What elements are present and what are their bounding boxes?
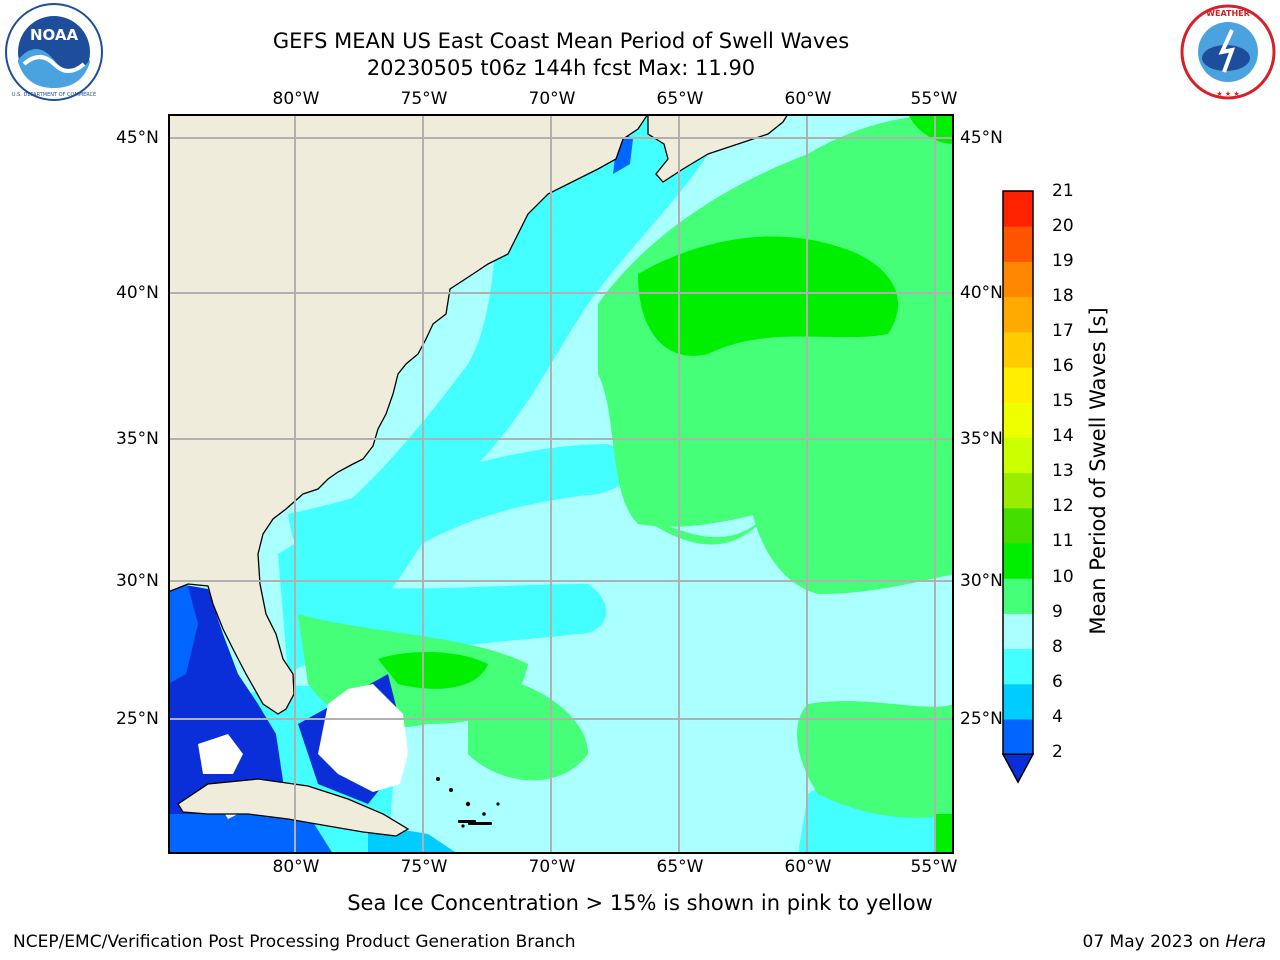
footer-machine: Hera bbox=[1225, 932, 1266, 952]
colorbar-segment bbox=[1003, 683, 1033, 720]
lon-label-top: 60°W bbox=[784, 89, 832, 109]
lat-label-left: 40°N bbox=[116, 283, 159, 303]
svg-text:NOAA: NOAA bbox=[30, 26, 79, 44]
colorbar-tick-label: 20 bbox=[1052, 216, 1074, 236]
colorbar-tick-label: 10 bbox=[1052, 567, 1074, 587]
colorbar-tick-label: 12 bbox=[1052, 496, 1074, 516]
colorbar-segment bbox=[1003, 296, 1033, 333]
lon-label-bottom: 65°W bbox=[656, 857, 704, 877]
lat-label-right: 30°N bbox=[960, 571, 1003, 591]
lat-label-left: 25°N bbox=[116, 709, 159, 729]
colorbar-tick-label: 16 bbox=[1052, 356, 1074, 376]
lon-label-bottom: 70°W bbox=[528, 857, 576, 877]
colorbar-segment bbox=[1003, 367, 1033, 403]
colorbar-segment bbox=[1003, 331, 1033, 368]
colorbar-segment bbox=[1003, 578, 1033, 614]
colorbar-tick-label: 15 bbox=[1052, 391, 1074, 411]
lon-label-bottom: 75°W bbox=[400, 857, 448, 877]
colorbar-tick-label: 13 bbox=[1052, 461, 1074, 481]
colorbar-tick-label: 19 bbox=[1052, 251, 1074, 271]
maritimes-land bbox=[647, 114, 789, 183]
colorbar-segment bbox=[1003, 543, 1033, 579]
lon-label-top: 80°W bbox=[272, 89, 320, 109]
lon-label-bottom: 80°W bbox=[272, 857, 320, 877]
svg-text:U.S. DEPARTMENT OF COMMERCE: U.S. DEPARTMENT OF COMMERCE bbox=[12, 92, 96, 98]
bright-green-swell-core bbox=[378, 114, 954, 854]
colorbar-segment bbox=[1003, 507, 1033, 544]
lon-label-top: 70°W bbox=[528, 89, 576, 109]
chart-subtitle: 20230505 t06z 144h fcst Max: 11.90 bbox=[366, 56, 756, 80]
colorbar-segment bbox=[1003, 226, 1033, 262]
footer-date-text: 07 May 2023 on bbox=[1082, 932, 1226, 952]
lon-label-top: 75°W bbox=[400, 89, 448, 109]
lat-label-right: 40°N bbox=[960, 283, 1003, 303]
colorbar-segment bbox=[1003, 472, 1033, 509]
colorbar bbox=[1000, 188, 1036, 784]
sea-ice-note: Sea Ice Concentration > 15% is shown in … bbox=[347, 891, 933, 915]
colorbar-tick-label: 21 bbox=[1052, 181, 1074, 201]
lat-label-right: 35°N bbox=[960, 429, 1003, 449]
colorbar-segment bbox=[1003, 191, 1033, 227]
lat-label-left: 35°N bbox=[116, 429, 159, 449]
colorbar-segment bbox=[1003, 402, 1033, 438]
cuba-land bbox=[177, 778, 410, 837]
colorbar-tick-label: 9 bbox=[1052, 602, 1063, 622]
lat-label-left: 45°N bbox=[116, 128, 159, 148]
chart-title: GEFS MEAN US East Coast Mean Period of S… bbox=[272, 29, 850, 53]
lat-label-right: 45°N bbox=[960, 128, 1003, 148]
colorbar-tick-label: 11 bbox=[1052, 531, 1074, 551]
colorbar-frame bbox=[1002, 190, 1034, 755]
graticule bbox=[168, 114, 954, 854]
colorbar-segment bbox=[1003, 261, 1033, 298]
colorbar-tick-label: 2 bbox=[1052, 742, 1063, 762]
svg-text:WEATHER: WEATHER bbox=[1206, 9, 1250, 18]
north-america-land bbox=[168, 114, 649, 715]
colorbar-tick-label: 17 bbox=[1052, 321, 1074, 341]
colorbar-label: Mean Period of Swell Waves [s] bbox=[1086, 307, 1110, 635]
colorbar-segment bbox=[1003, 613, 1033, 650]
lat-label-right: 25°N bbox=[960, 709, 1003, 729]
lon-label-bottom: 55°W bbox=[910, 857, 958, 877]
colorbar-tick-label: 4 bbox=[1052, 707, 1063, 727]
colorbar-tick-label: 18 bbox=[1052, 286, 1074, 306]
noaa-logo: NOAA U.S. DEPARTMENT OF COMMERCE bbox=[2, 2, 106, 102]
colorbar-extend-arrow bbox=[1001, 753, 1035, 784]
lat-label-left: 30°N bbox=[116, 571, 159, 591]
colorbar-segment bbox=[1003, 437, 1033, 474]
lon-label-top: 55°W bbox=[910, 89, 958, 109]
lon-label-top: 65°W bbox=[656, 89, 704, 109]
colorbar-tick-label: 14 bbox=[1052, 426, 1074, 446]
colorbar-segment bbox=[1003, 719, 1033, 755]
colorbar-tick-label: 8 bbox=[1052, 637, 1063, 657]
footer-date: 07 May 2023 on Hera bbox=[1083, 932, 1267, 952]
swell-period-map bbox=[168, 114, 954, 854]
svg-text:★ ★ ★: ★ ★ ★ bbox=[1216, 90, 1239, 98]
colorbar-tick-label: 6 bbox=[1052, 672, 1063, 692]
colorbar-segment bbox=[1003, 648, 1033, 685]
footer-credit: NCEP/EMC/Verification Post Processing Pr… bbox=[13, 932, 576, 952]
lon-label-bottom: 60°W bbox=[784, 857, 832, 877]
nws-logo: WEATHER ★ ★ ★ bbox=[1178, 4, 1278, 100]
